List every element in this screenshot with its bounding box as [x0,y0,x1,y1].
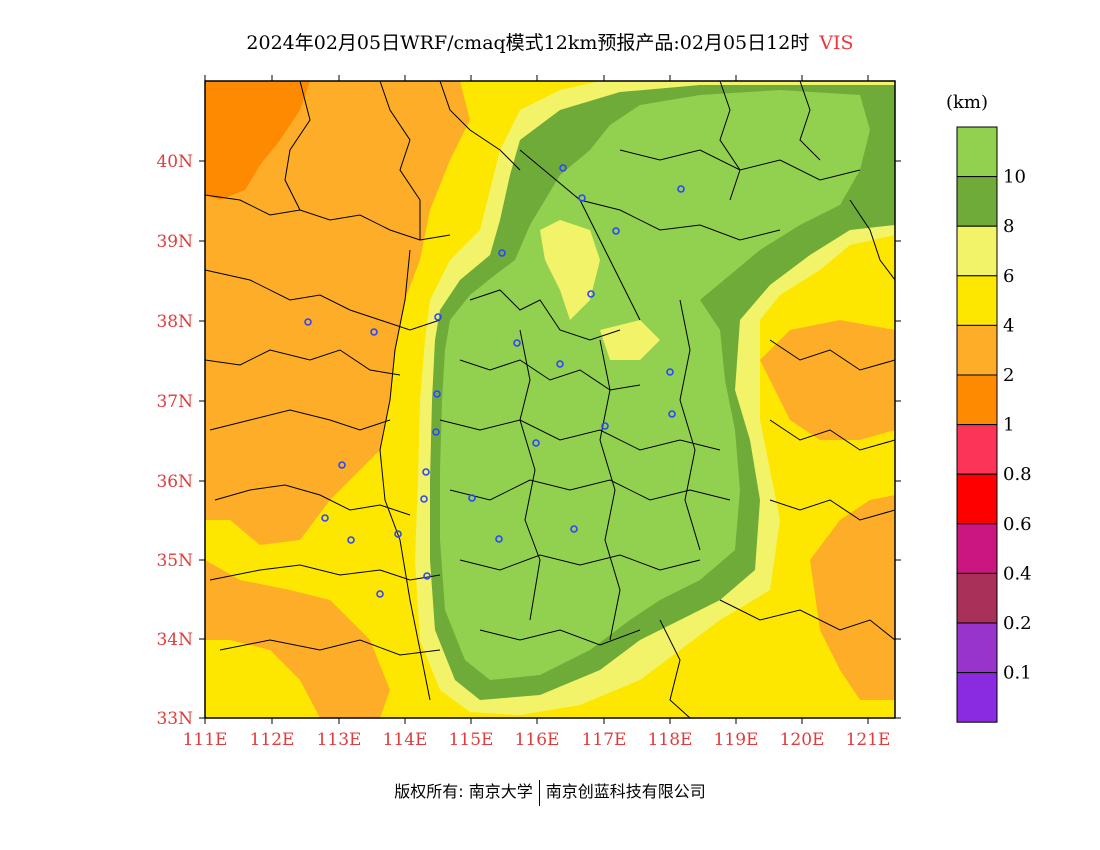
lat-label: 36N [156,472,193,492]
colorbar-label: 2 [1003,365,1014,386]
city-marker [587,290,595,298]
city-marker [513,339,521,347]
footer: 版权所有: 南京大学 南京创蓝科技有限公司 [0,778,1100,806]
city-marker [556,360,564,368]
city-marker [420,495,428,503]
city-marker [321,514,329,522]
city-marker [495,535,503,543]
colorbar-swatch [956,176,998,227]
latitude-labels: 40N 39N 38N 37N 36N 35N 34N 33N [156,152,193,729]
title-main: 2024年02月05日WRF/cmaq模式12km预报产品:02月05日12时 [246,32,810,54]
footer-copyright: 版权所有: 南京大学 [394,782,533,801]
lat-label: 38N [156,312,193,332]
colorbar-label: 1 [1003,415,1014,436]
lat-label: 34N [156,630,193,650]
colorbar-swatch [956,324,998,376]
colorbar: 10 8 6 4 2 1 0.8 0.6 0.4 0.2 0.1 [956,126,1032,723]
lon-label: 116E [515,730,560,750]
axis-ticks [199,75,901,724]
colorbar-label: 0.2 [1003,613,1032,634]
vis-area-2to4-southeast [810,495,895,700]
city-marker [376,590,384,598]
city-marker [433,390,441,398]
colorbar-label: 6 [1003,266,1014,287]
footer-company: 南京创蓝科技有限公司 [545,782,706,801]
colorbar-swatch [956,275,998,326]
city-marker [666,368,674,376]
lat-label: 35N [156,551,193,571]
city-marker [468,494,476,502]
lon-label: 113E [317,730,362,750]
lat-label: 37N [156,392,193,412]
city-marker [668,410,676,418]
colorbar-swatch [956,523,998,574]
colorbar-label: 0.6 [1003,514,1032,535]
colorbar-label: 0.1 [1003,663,1032,684]
city-marker [434,313,442,321]
lat-label: 33N [156,709,193,729]
colorbar-swatch [956,225,998,277]
city-marker [304,318,312,326]
colorbar-swatch [956,126,998,178]
city-marker [570,525,578,533]
lon-label: 114E [383,730,428,750]
colorbar-swatch [956,622,998,674]
city-marker [338,461,346,469]
city-marker [612,227,620,235]
colorbar-unit: (km) [946,92,988,113]
city-markers [304,164,685,598]
city-marker [394,530,402,538]
city-marker [422,468,430,476]
footer-separator [538,779,540,806]
city-marker [432,428,440,436]
map-title: 2024年02月05日WRF/cmaq模式12km预报产品:02月05日12时 V… [0,28,1100,55]
city-marker [423,572,431,580]
colorbar-swatch [956,424,998,475]
colorbar-label: 4 [1003,315,1014,336]
lat-label: 40N [156,152,193,172]
city-marker [347,536,355,544]
city-marker [370,328,378,336]
vis-area-6to8-inner2 [600,320,660,360]
colorbar-swatch [956,572,998,624]
city-marker [532,439,540,447]
colorbar-label: 0.8 [1003,464,1032,485]
vis-area-6to8-inner [540,220,600,320]
visibility-field [205,81,895,718]
colorbar-swatch [956,473,998,525]
longitude-labels: 111E 112E 113E 114E 115E 116E 117E 118E 119E 120E… [183,730,891,750]
vis-area-2to4-east [760,320,895,440]
colorbar-label: 0.4 [1003,563,1032,584]
vis-area-2to4-west [205,81,470,545]
colorbar-swatch [956,374,998,426]
city-marker [498,249,506,257]
city-marker [677,185,685,193]
colorbar-label: 10 [1003,167,1026,188]
admin-boundaries [205,81,895,718]
lon-label: 120E [780,730,825,750]
vis-area-2to4-southwest [205,560,390,718]
lon-label: 118E [648,730,693,750]
lon-label: 111E [183,730,228,750]
colorbar-label: 8 [1003,216,1014,237]
vis-area-1to2-northwest [205,81,310,200]
city-marker [601,422,609,430]
colorbar-swatch [956,672,998,723]
lon-label: 121E [846,730,891,750]
title-variable: VIS [819,32,854,54]
lon-label: 112E [250,730,295,750]
lat-label: 39N [156,232,193,252]
city-marker [578,194,586,202]
lon-label: 119E [714,730,759,750]
lon-label: 117E [582,730,627,750]
city-marker [559,164,567,172]
lon-label: 115E [449,730,494,750]
map-frame [204,80,896,719]
